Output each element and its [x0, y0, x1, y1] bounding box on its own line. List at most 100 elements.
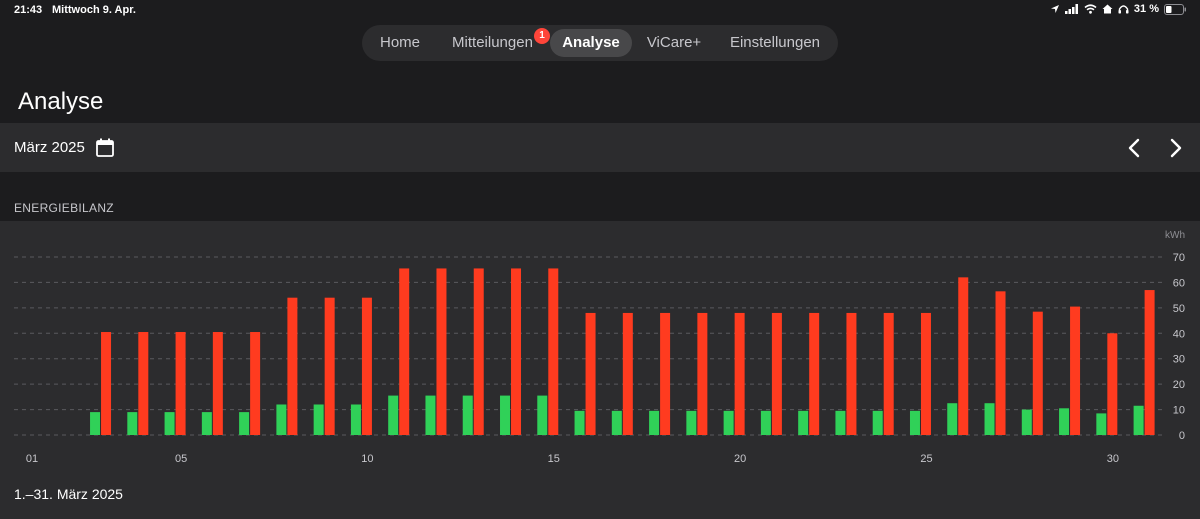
bar-red — [436, 268, 447, 435]
bar-red — [361, 297, 372, 435]
month-label[interactable]: März 2025 — [14, 139, 85, 156]
x-tick-label: 15 — [548, 453, 560, 465]
bar-green — [388, 395, 399, 435]
energy-chart-panel: kWh 70 60 50 40 30 20 10 0 01 05 10 15 20 25 30 1.–31. … — [0, 221, 1200, 519]
bar-green — [611, 410, 622, 435]
bar-green — [537, 395, 548, 435]
bar-red — [958, 277, 969, 435]
bar-red — [287, 297, 298, 435]
bar-green — [798, 410, 809, 435]
page-title: Analyse — [18, 88, 104, 115]
bar-red — [1144, 290, 1155, 435]
chevron-left-icon[interactable] — [1122, 136, 1146, 160]
y-tick-label: 60 — [1173, 277, 1185, 289]
battery-icon — [1164, 3, 1186, 15]
bar-green — [313, 404, 324, 435]
bar-green — [276, 404, 287, 435]
home-icon — [1102, 4, 1113, 14]
bar-red — [660, 312, 671, 435]
bar-green — [1133, 405, 1144, 435]
bar-green — [574, 410, 585, 435]
bar-red — [622, 312, 633, 435]
bar-green — [90, 412, 101, 435]
battery-percent: 31 % — [1133, 3, 1159, 15]
bar-green — [760, 410, 771, 435]
bar-red — [399, 268, 410, 435]
bar-red — [995, 291, 1006, 435]
bar-red — [138, 332, 149, 435]
x-tick-label: 25 — [920, 453, 932, 465]
bar-red — [250, 332, 261, 435]
bar-red — [101, 332, 112, 435]
y-tick-label: 70 — [1173, 252, 1185, 264]
x-tick-label: 05 — [175, 453, 187, 465]
bar-red — [1107, 333, 1118, 435]
bar-green — [723, 410, 734, 435]
bar-green — [686, 410, 697, 435]
tab-einstellungen[interactable]: Einstellungen — [729, 34, 821, 51]
wifi-icon — [1084, 4, 1097, 14]
bar-red — [175, 332, 186, 435]
x-tick-label: 10 — [361, 453, 373, 465]
bar-green — [1021, 409, 1032, 435]
y-tick-label: 0 — [1179, 430, 1185, 442]
bar-green — [872, 410, 883, 435]
x-tick-label: 30 — [1107, 453, 1119, 465]
bar-green — [1096, 413, 1107, 435]
calendar-icon[interactable] — [96, 138, 114, 157]
bar-green — [425, 395, 436, 435]
notification-badge: 1 — [534, 28, 550, 44]
bar-green — [164, 412, 175, 435]
bar-green — [984, 403, 995, 435]
bar-green — [239, 412, 250, 435]
x-tick-label: 20 — [734, 453, 746, 465]
bar-green — [350, 404, 361, 435]
bar-green — [201, 412, 212, 435]
status-date: Mittwoch 9. Apr. — [52, 4, 136, 16]
tab-analyse[interactable]: Analyse — [550, 29, 632, 57]
bar-red — [771, 312, 782, 435]
bar-green — [500, 395, 511, 435]
y-tick-label: 20 — [1173, 379, 1185, 391]
status-time: 21:43 — [14, 4, 43, 16]
month-selector-bar: März 2025 — [0, 123, 1200, 172]
bar-red — [548, 268, 559, 435]
chevron-right-icon[interactable] — [1164, 136, 1188, 160]
energy-bar-chart: kWh 70 60 50 40 30 20 10 0 01 05 10 15 20 25 30 — [14, 230, 1185, 465]
status-indicators: 31 % — [1050, 3, 1186, 15]
bar-green — [909, 410, 920, 435]
bar-red — [473, 268, 484, 435]
bar-red — [1032, 311, 1043, 435]
status-bar: 21:43 Mittwoch 9. Apr. 31 % — [0, 0, 1200, 20]
x-tick-label: 01 — [26, 453, 38, 465]
bar-red — [585, 312, 596, 435]
y-tick-label: 50 — [1173, 303, 1185, 315]
tab-bar: Home Mitteilungen Analyse ViCare+ Einste… — [362, 25, 838, 61]
bar-green — [1059, 408, 1070, 435]
bar-green — [462, 395, 473, 435]
bar-red — [809, 312, 820, 435]
headphones-icon — [1118, 5, 1129, 14]
bar-red — [1070, 306, 1081, 435]
bar-green — [649, 410, 660, 435]
bar-red — [324, 297, 335, 435]
bar-red — [734, 312, 745, 435]
tab-mitteilungen[interactable]: Mitteilungen — [452, 34, 533, 51]
bar-green — [127, 412, 138, 435]
tab-home[interactable]: Home — [379, 34, 420, 51]
tab-vicare-plus[interactable]: ViCare+ — [646, 34, 702, 51]
y-tick-label: 30 — [1173, 354, 1185, 366]
date-range-label: 1.–31. März 2025 — [14, 486, 123, 502]
bar-green — [947, 403, 958, 435]
y-axis-unit: kWh — [1165, 230, 1185, 241]
bar-red — [697, 312, 708, 435]
y-tick-label: 40 — [1173, 328, 1185, 340]
location-icon — [1050, 5, 1059, 13]
signal-icon — [1064, 4, 1078, 14]
bar-red — [846, 312, 857, 435]
bar-red — [920, 312, 931, 435]
section-label-energiebilanz: ENERGIEBILANZ — [14, 201, 114, 215]
bar-red — [511, 268, 522, 435]
y-tick-label: 10 — [1173, 405, 1185, 417]
bar-red — [883, 312, 894, 435]
